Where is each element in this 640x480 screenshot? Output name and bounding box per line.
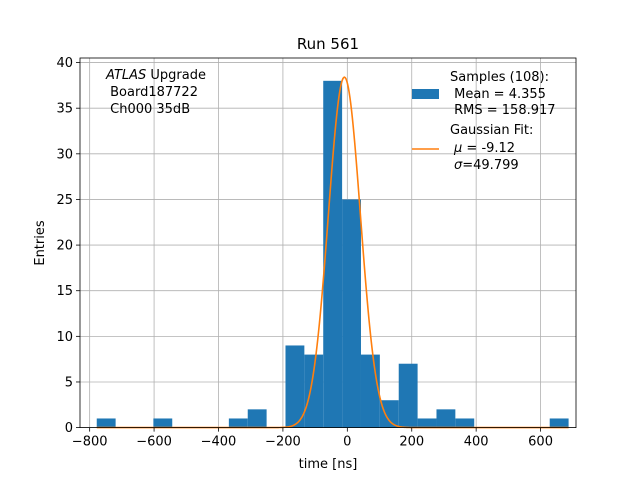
histogram-bar [360,354,380,428]
histogram-bar [285,345,305,428]
y-tick-label: 40 [56,56,73,71]
legend: Samples (108): Mean = 4.355 RMS = 158.91… [412,70,556,173]
legend-fit-title: Gaussian Fit: [450,123,533,138]
annotation-line-2: Board187722 [106,85,198,100]
x-tick-label: 600 [528,435,553,450]
svg-text:ATLAS Upgrade: ATLAS Upgrade [105,68,206,83]
atlas-label: ATLAS [105,68,146,83]
legend-samples-line-3: RMS = 158.917 [450,103,556,118]
x-tick-label: 200 [399,435,424,450]
legend-samples-patch [412,89,439,99]
histogram-bar [228,418,248,428]
x-tick-label: −800 [72,435,108,450]
x-tick-label: 400 [464,435,489,450]
histogram-bar [247,409,267,428]
legend-sigma-value: =49.799 [462,158,518,173]
histogram-bar [379,400,399,428]
plot-frame [79,57,577,429]
legend-mu-value: = -9.12 [462,141,515,156]
histogram-bars [96,80,569,428]
atlas-annotation: ATLAS Upgrade Board187722 Ch000 35dB [105,68,206,117]
histogram-bar [342,199,361,428]
legend-mu-symbol: μ [453,141,462,156]
histogram-bar [304,354,324,428]
y-tick-label: 25 [56,193,73,208]
annotation-line-1: Upgrade [146,68,206,83]
x-tick-label: −200 [265,435,301,450]
x-axis-label: time [ns] [299,457,358,472]
chart-title: Run 561 [297,35,359,53]
y-tick-label: 10 [56,330,73,345]
histogram-bar [417,418,437,428]
annotation-line-3: Ch000 35dB [106,102,190,117]
histogram-bar [549,418,569,428]
y-axis-label: Entries [33,220,48,266]
legend-samples-line-2: Mean = 4.355 [450,87,546,102]
histogram-bar [323,80,343,428]
y-tick-label: 20 [56,239,73,254]
histogram-bar [436,409,456,428]
y-tick-label: 0 [65,421,73,436]
svg-text:μ = -9.12: μ = -9.12 [453,141,515,156]
x-axis-ticks: −800 −600 −400 −200 0 200 400 600 [72,427,553,450]
y-tick-label: 35 [56,102,73,117]
histogram-bar [398,363,418,428]
histogram-bar [455,418,475,428]
histogram-bar [153,418,173,428]
y-tick-label: 15 [56,284,73,299]
y-tick-label: 5 [65,375,73,390]
x-tick-label: −400 [201,435,237,450]
legend-samples-line-1: Samples (108): [450,70,549,85]
legend-sigma-symbol: σ [454,158,463,173]
histogram-bar [96,418,116,428]
x-tick-label: −600 [136,435,172,450]
y-axis-ticks: 0 5 10 15 20 25 30 35 40 [56,56,80,436]
y-tick-label: 30 [56,147,73,162]
svg-text:σ=49.799: σ=49.799 [454,158,519,173]
x-tick-label: 0 [343,435,351,450]
